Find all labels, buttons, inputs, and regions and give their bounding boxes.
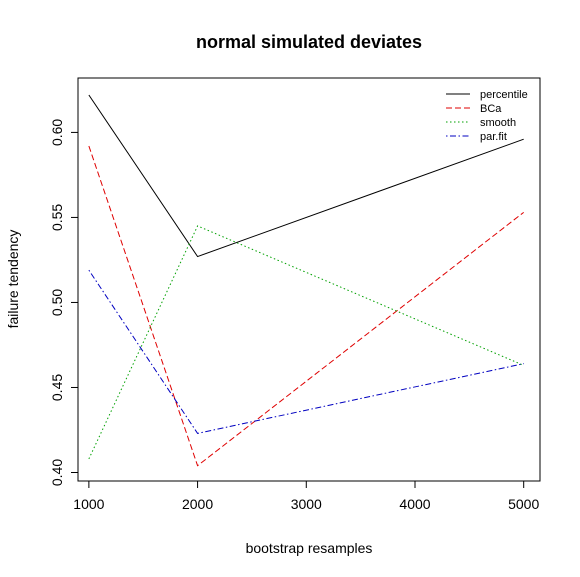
- plot-frame: [77, 77, 541, 482]
- chart-title: normal simulated deviates: [196, 32, 422, 52]
- x-tick-label: 1000: [73, 496, 104, 512]
- legend-label-percentile: percentile: [480, 89, 528, 101]
- x-tick-label: 2000: [182, 496, 213, 512]
- y-axis-label: failure tendency: [5, 230, 21, 329]
- series-line-smooth: [88, 225, 524, 460]
- x-axis-label: bootstrap resamples: [246, 540, 373, 556]
- y-tick-label: 0.50: [49, 289, 65, 316]
- series-line-percentile: [88, 94, 524, 258]
- series-line-par-fit: [88, 269, 524, 434]
- series-lines: [88, 94, 525, 467]
- legend: percentile BCa smooth par.fit: [446, 89, 528, 143]
- legend-label-bca: BCa: [480, 103, 502, 115]
- x-tick-label: 4000: [399, 496, 430, 512]
- y-axis: 0.40 0.45 0.50 0.55 0.60: [49, 119, 79, 486]
- legend-label-par-fit: par.fit: [480, 131, 507, 143]
- y-tick-label: 0.55: [49, 204, 65, 231]
- x-tick-label: 5000: [508, 496, 539, 512]
- series-line-bca: [88, 145, 525, 467]
- y-tick-label: 0.40: [49, 459, 65, 486]
- y-tick-label: 0.60: [49, 119, 65, 146]
- x-tick-label: 3000: [291, 496, 322, 512]
- y-tick-label: 0.45: [49, 374, 65, 401]
- x-axis: 1000 2000 3000 4000 5000: [73, 480, 539, 512]
- legend-label-smooth: smooth: [480, 117, 516, 129]
